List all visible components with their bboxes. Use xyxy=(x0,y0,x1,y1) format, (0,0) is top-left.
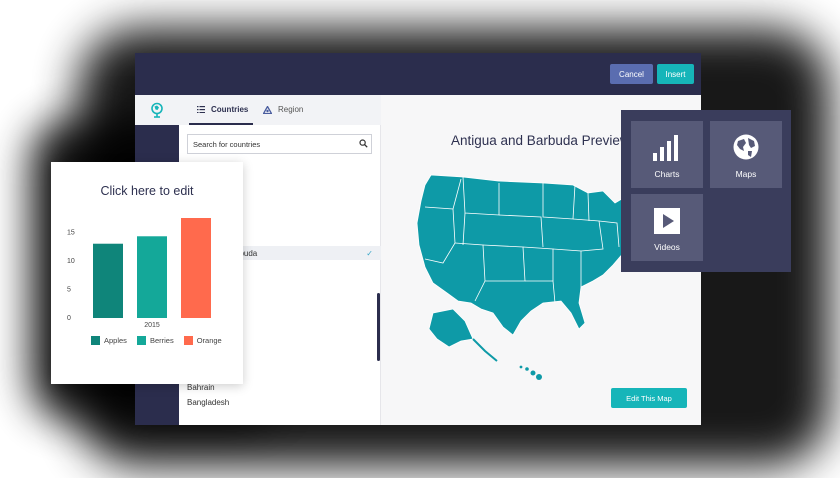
legend-swatch xyxy=(136,336,146,345)
active-tab-indicator xyxy=(189,123,253,125)
bar-berries[interactable] xyxy=(137,236,167,318)
legend-item: Berries xyxy=(136,336,174,345)
bar-apples[interactable] xyxy=(93,243,123,318)
legend-item: Apples xyxy=(91,336,127,345)
region-icon xyxy=(263,105,272,114)
y-tick-label: 0 xyxy=(67,315,71,322)
list-item[interactable]: Bahrain xyxy=(179,380,381,394)
charts-label: Charts xyxy=(654,169,680,179)
tab-countries[interactable]: Countries xyxy=(197,105,248,114)
chart-title[interactable]: Click here to edit xyxy=(100,184,194,198)
legend-item: Orange xyxy=(183,336,222,345)
y-tick-label: 10 xyxy=(67,258,75,265)
list-icon xyxy=(197,106,205,113)
maps-tile[interactable]: Maps xyxy=(710,121,782,188)
y-tick-label: 15 xyxy=(67,229,75,236)
panel-tabs: Countries Region xyxy=(179,95,381,125)
chart-legend: Apples Berries Orange xyxy=(91,336,222,345)
tab-region[interactable]: Region xyxy=(263,105,303,114)
search-icon[interactable] xyxy=(359,139,368,148)
search-input[interactable]: Search for countries xyxy=(187,134,372,154)
charts-tile[interactable]: Charts xyxy=(631,121,703,188)
globe-logo-icon[interactable] xyxy=(150,102,164,118)
list-item-label: Bangladesh xyxy=(187,397,230,407)
edit-map-button[interactable]: Edit This Map xyxy=(611,388,687,408)
legend-swatch xyxy=(183,336,193,345)
legend-label: Berries xyxy=(149,336,174,345)
top-toolbar: Cancel Insert xyxy=(135,53,701,95)
y-tick-label: 5 xyxy=(67,286,71,293)
bar-chart-icon xyxy=(653,135,678,161)
list-item-label: Bahrain xyxy=(187,382,215,392)
cancel-button[interactable]: Cancel xyxy=(610,64,653,84)
list-scrollbar[interactable] xyxy=(377,293,380,361)
x-tick-label: 2015 xyxy=(144,322,160,329)
legend-swatch xyxy=(91,336,100,345)
widget-picker: Charts Maps Videos xyxy=(621,110,791,272)
bar-chart: 0 5 10 15 2015 xyxy=(67,218,211,329)
globe-icon xyxy=(733,134,759,160)
list-item[interactable]: Bangladesh xyxy=(179,395,381,409)
chart-card[interactable]: Click here to edit 0 5 10 15 2015 Apples Berr… xyxy=(51,162,243,384)
tab-countries-label: Countries xyxy=(211,105,249,114)
legend-label: Orange xyxy=(196,336,222,345)
preview-title: Antigua and Barbuda Preview xyxy=(451,133,630,148)
play-icon xyxy=(654,208,680,234)
maps-label: Maps xyxy=(735,169,757,179)
legend-label: Apples xyxy=(104,336,127,345)
tab-region-label: Region xyxy=(278,105,304,114)
usa-map[interactable] xyxy=(403,163,653,383)
bar-orange[interactable] xyxy=(181,218,211,318)
videos-label: Videos xyxy=(654,242,680,252)
rail-logo-cell xyxy=(135,95,179,125)
check-icon: ✓ xyxy=(366,248,373,258)
videos-tile[interactable]: Videos xyxy=(631,194,703,261)
insert-button[interactable]: Insert xyxy=(657,64,694,84)
